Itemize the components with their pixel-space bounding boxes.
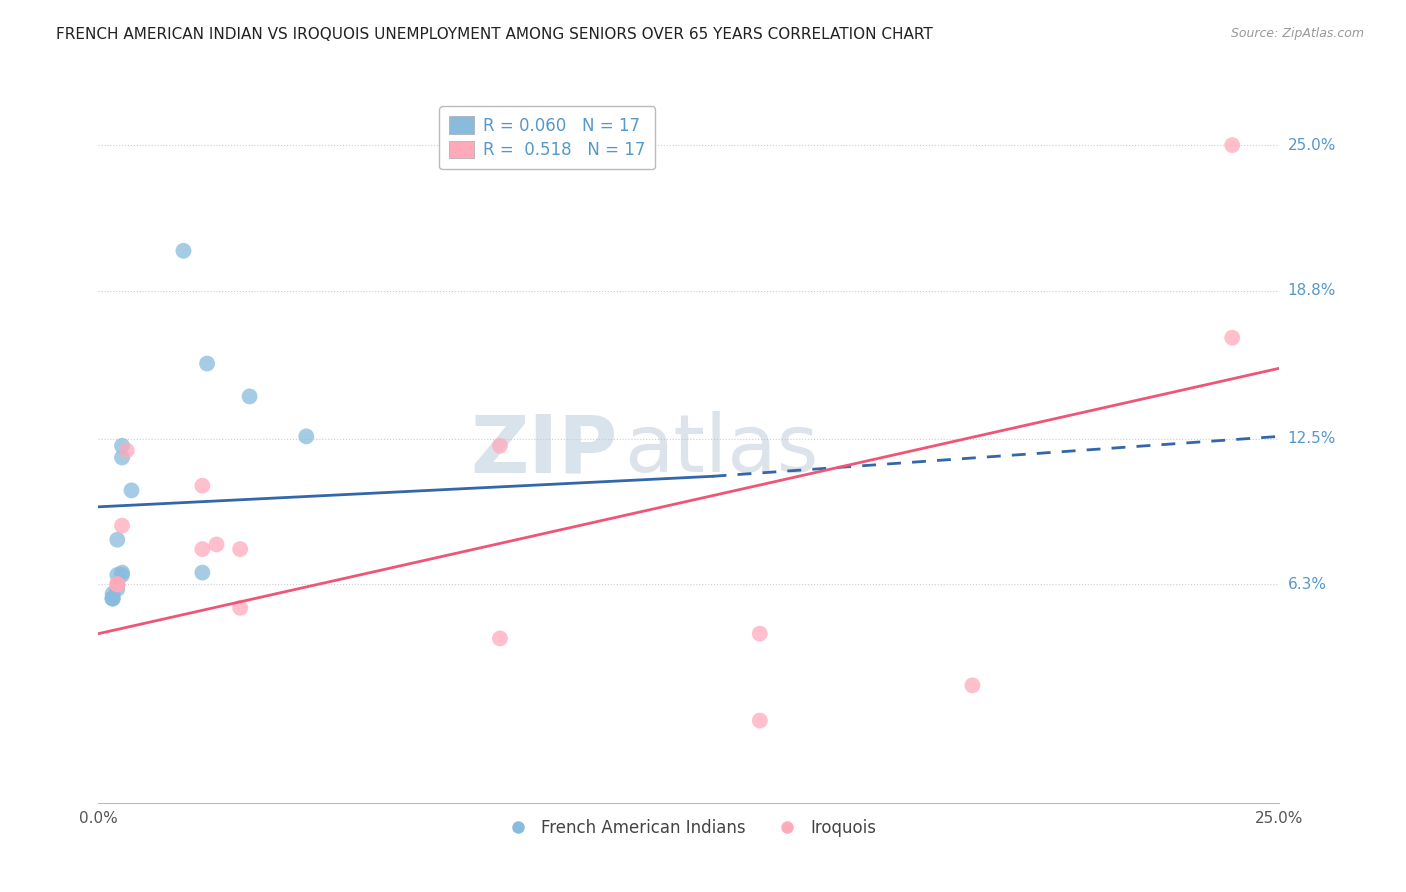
Text: FRENCH AMERICAN INDIAN VS IROQUOIS UNEMPLOYMENT AMONG SENIORS OVER 65 YEARS CORR: FRENCH AMERICAN INDIAN VS IROQUOIS UNEMP…	[56, 27, 934, 42]
Point	[105, 533, 128, 547]
Point	[101, 587, 124, 601]
Point	[111, 439, 134, 453]
Text: 12.5%: 12.5%	[1288, 431, 1336, 446]
Point	[105, 582, 128, 596]
Point	[191, 542, 214, 557]
Text: 25.0%: 25.0%	[1288, 137, 1336, 153]
Point	[191, 478, 214, 492]
Point	[191, 566, 214, 580]
Point	[748, 626, 770, 640]
Point	[111, 450, 134, 465]
Point	[229, 600, 252, 615]
Text: 6.3%: 6.3%	[1288, 577, 1327, 592]
Point	[115, 443, 138, 458]
Point	[295, 429, 318, 443]
Point	[111, 566, 134, 580]
Point	[121, 483, 143, 498]
Point	[105, 577, 128, 591]
Point	[195, 357, 218, 371]
Point	[748, 714, 770, 728]
Legend: French American Indians, Iroquois: French American Indians, Iroquois	[495, 813, 883, 844]
Point	[172, 244, 194, 258]
Point	[489, 632, 512, 646]
Text: 18.8%: 18.8%	[1288, 284, 1336, 298]
Point	[111, 518, 134, 533]
Point	[1220, 138, 1243, 153]
Point	[229, 542, 252, 557]
Point	[105, 577, 128, 591]
Point	[489, 439, 512, 453]
Text: Source: ZipAtlas.com: Source: ZipAtlas.com	[1230, 27, 1364, 40]
Point	[205, 537, 228, 551]
Point	[239, 389, 262, 403]
Point	[1220, 331, 1243, 345]
Text: atlas: atlas	[624, 411, 818, 490]
Point	[962, 678, 984, 692]
Point	[105, 577, 128, 591]
Point	[101, 591, 124, 606]
Point	[101, 591, 124, 606]
Point	[105, 568, 128, 582]
Point	[111, 568, 134, 582]
Text: ZIP: ZIP	[471, 411, 619, 490]
Point	[101, 591, 124, 606]
